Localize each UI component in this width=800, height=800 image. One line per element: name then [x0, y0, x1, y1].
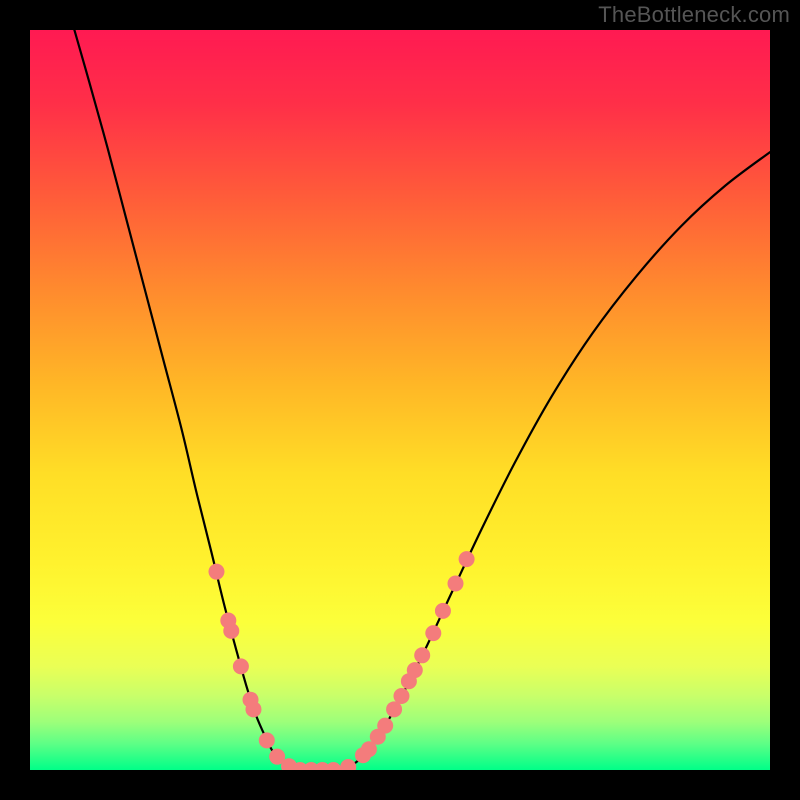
data-marker: [208, 564, 224, 580]
data-marker: [448, 576, 464, 592]
data-marker: [393, 688, 409, 704]
data-marker: [259, 732, 275, 748]
data-marker: [425, 625, 441, 641]
chart-overlay: [30, 30, 770, 770]
plot-area: [30, 30, 770, 770]
data-marker: [233, 658, 249, 674]
stage: TheBottleneck.com: [0, 0, 800, 800]
data-marker: [325, 762, 341, 770]
data-marker: [407, 662, 423, 678]
data-marker: [245, 701, 261, 717]
data-marker: [377, 718, 393, 734]
data-marker: [340, 759, 356, 770]
data-marker: [459, 551, 475, 567]
data-marker: [414, 647, 430, 663]
data-marker: [223, 623, 239, 639]
data-marker: [435, 603, 451, 619]
marker-group: [208, 551, 474, 770]
watermark-text: TheBottleneck.com: [598, 2, 790, 28]
